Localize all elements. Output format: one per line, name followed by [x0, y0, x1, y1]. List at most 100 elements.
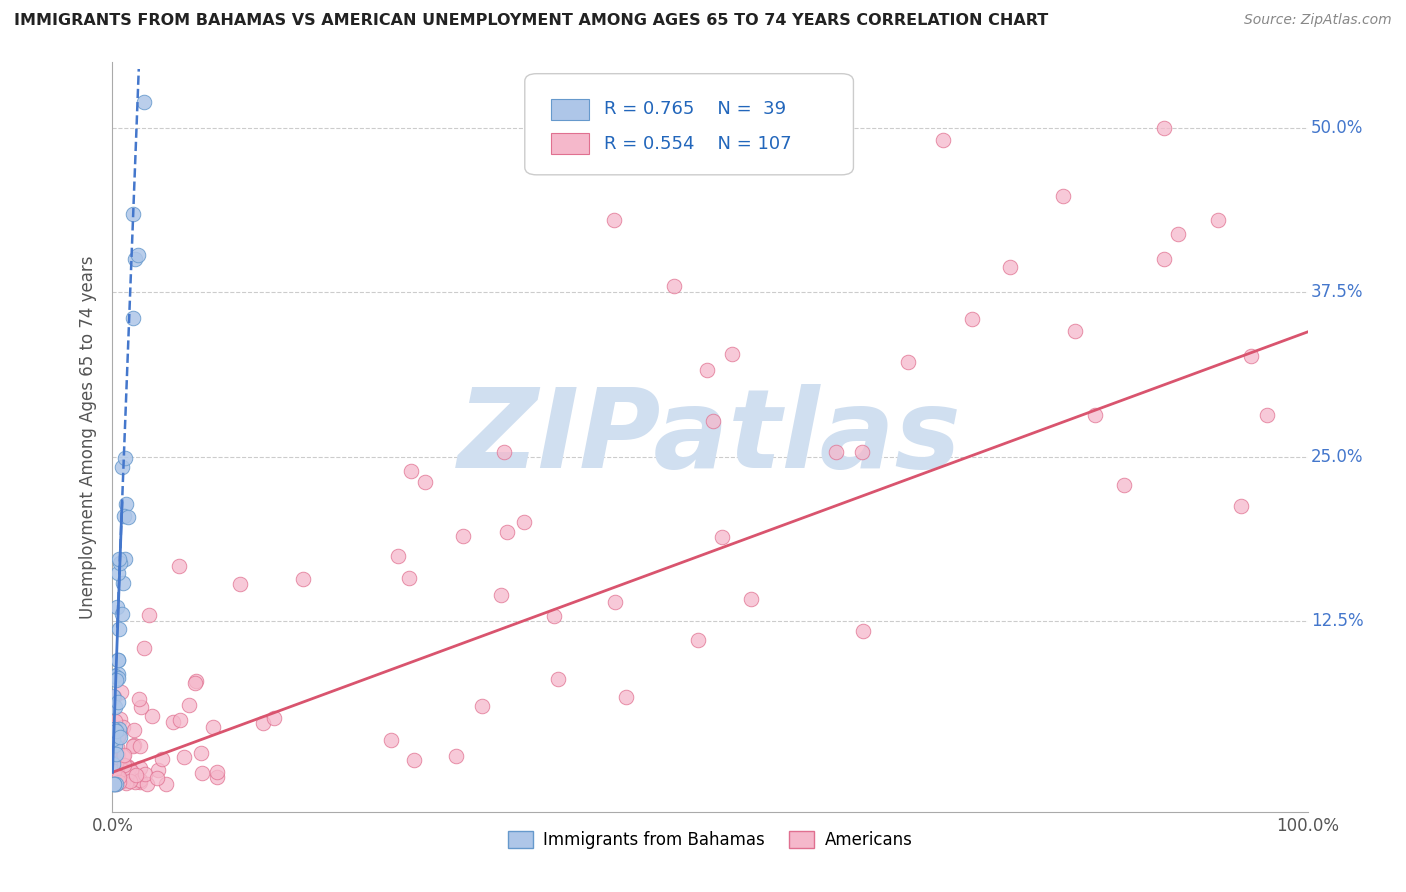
- Point: [1153, 121, 1175, 136]
- Point: [111, 460, 134, 475]
- Point: [105, 747, 128, 761]
- Point: [205, 770, 228, 784]
- Point: [711, 530, 734, 544]
- Point: [122, 739, 145, 753]
- Point: [101, 732, 124, 747]
- Point: [107, 729, 129, 743]
- Text: R = 0.554    N = 107: R = 0.554 N = 107: [603, 135, 792, 153]
- Point: [398, 571, 420, 585]
- Point: [103, 722, 125, 736]
- Point: [720, 346, 742, 360]
- Point: [129, 773, 152, 788]
- Point: [103, 720, 125, 734]
- Point: [107, 653, 129, 667]
- Point: [108, 622, 131, 636]
- Point: [112, 757, 135, 772]
- Point: [547, 672, 569, 686]
- Point: [1206, 213, 1229, 227]
- Point: [112, 575, 135, 590]
- Point: [124, 723, 146, 737]
- Point: [162, 714, 184, 729]
- Point: [107, 667, 129, 681]
- Point: [107, 671, 129, 685]
- Point: [134, 95, 156, 109]
- Point: [1167, 227, 1189, 241]
- Point: [1240, 350, 1263, 364]
- Point: [104, 756, 127, 771]
- Point: [135, 777, 157, 791]
- Point: [104, 699, 127, 714]
- Point: [932, 133, 955, 147]
- Point: [616, 690, 638, 704]
- Point: [121, 207, 143, 221]
- Point: [105, 599, 128, 614]
- Point: [128, 739, 150, 753]
- Point: [103, 690, 125, 705]
- Point: [107, 653, 129, 667]
- Point: [105, 739, 128, 754]
- Point: [291, 572, 314, 586]
- Point: [118, 773, 141, 788]
- Text: ZIPatlas: ZIPatlas: [458, 384, 962, 491]
- Point: [107, 551, 129, 566]
- Point: [103, 753, 125, 767]
- Point: [103, 722, 125, 736]
- Point: [471, 698, 494, 713]
- Point: [146, 772, 169, 786]
- Point: [108, 722, 131, 736]
- Point: [127, 248, 149, 262]
- Text: 37.5%: 37.5%: [1312, 284, 1364, 301]
- Point: [413, 475, 436, 489]
- Point: [824, 444, 846, 458]
- Point: [124, 252, 146, 267]
- Point: [121, 311, 143, 326]
- Point: [177, 698, 200, 712]
- Point: [104, 739, 127, 753]
- Point: [1052, 189, 1074, 203]
- Point: [202, 720, 225, 734]
- Point: [107, 765, 129, 780]
- Point: [184, 676, 207, 690]
- Point: [122, 739, 145, 753]
- Point: [107, 695, 129, 709]
- Point: [118, 761, 141, 775]
- Point: [1229, 499, 1251, 513]
- Point: [740, 592, 762, 607]
- Point: [380, 732, 402, 747]
- Point: [111, 763, 134, 777]
- Point: [107, 727, 129, 741]
- Point: [108, 712, 131, 726]
- Point: [101, 777, 124, 791]
- Text: Source: ZipAtlas.com: Source: ZipAtlas.com: [1244, 13, 1392, 28]
- Point: [105, 777, 128, 791]
- Point: [125, 768, 148, 782]
- Text: 25.0%: 25.0%: [1312, 448, 1364, 466]
- Point: [138, 607, 160, 622]
- Point: [104, 673, 127, 688]
- Point: [229, 577, 252, 591]
- Point: [664, 279, 686, 293]
- Point: [696, 363, 718, 377]
- Point: [1112, 478, 1135, 492]
- Point: [852, 624, 875, 638]
- FancyBboxPatch shape: [551, 99, 589, 120]
- Point: [444, 748, 467, 763]
- Point: [155, 777, 177, 791]
- Point: [186, 673, 208, 688]
- Point: [451, 529, 474, 543]
- Text: 12.5%: 12.5%: [1312, 612, 1364, 630]
- Point: [173, 750, 195, 764]
- Point: [115, 776, 138, 790]
- Point: [107, 566, 129, 580]
- Point: [129, 775, 152, 789]
- Point: [103, 777, 125, 791]
- Point: [960, 312, 983, 326]
- Point: [851, 445, 873, 459]
- Point: [169, 714, 191, 728]
- Point: [124, 775, 146, 789]
- Point: [104, 714, 127, 729]
- Text: R = 0.765    N =  39: R = 0.765 N = 39: [603, 100, 786, 118]
- Point: [603, 213, 626, 227]
- Point: [252, 716, 274, 731]
- Point: [512, 516, 534, 530]
